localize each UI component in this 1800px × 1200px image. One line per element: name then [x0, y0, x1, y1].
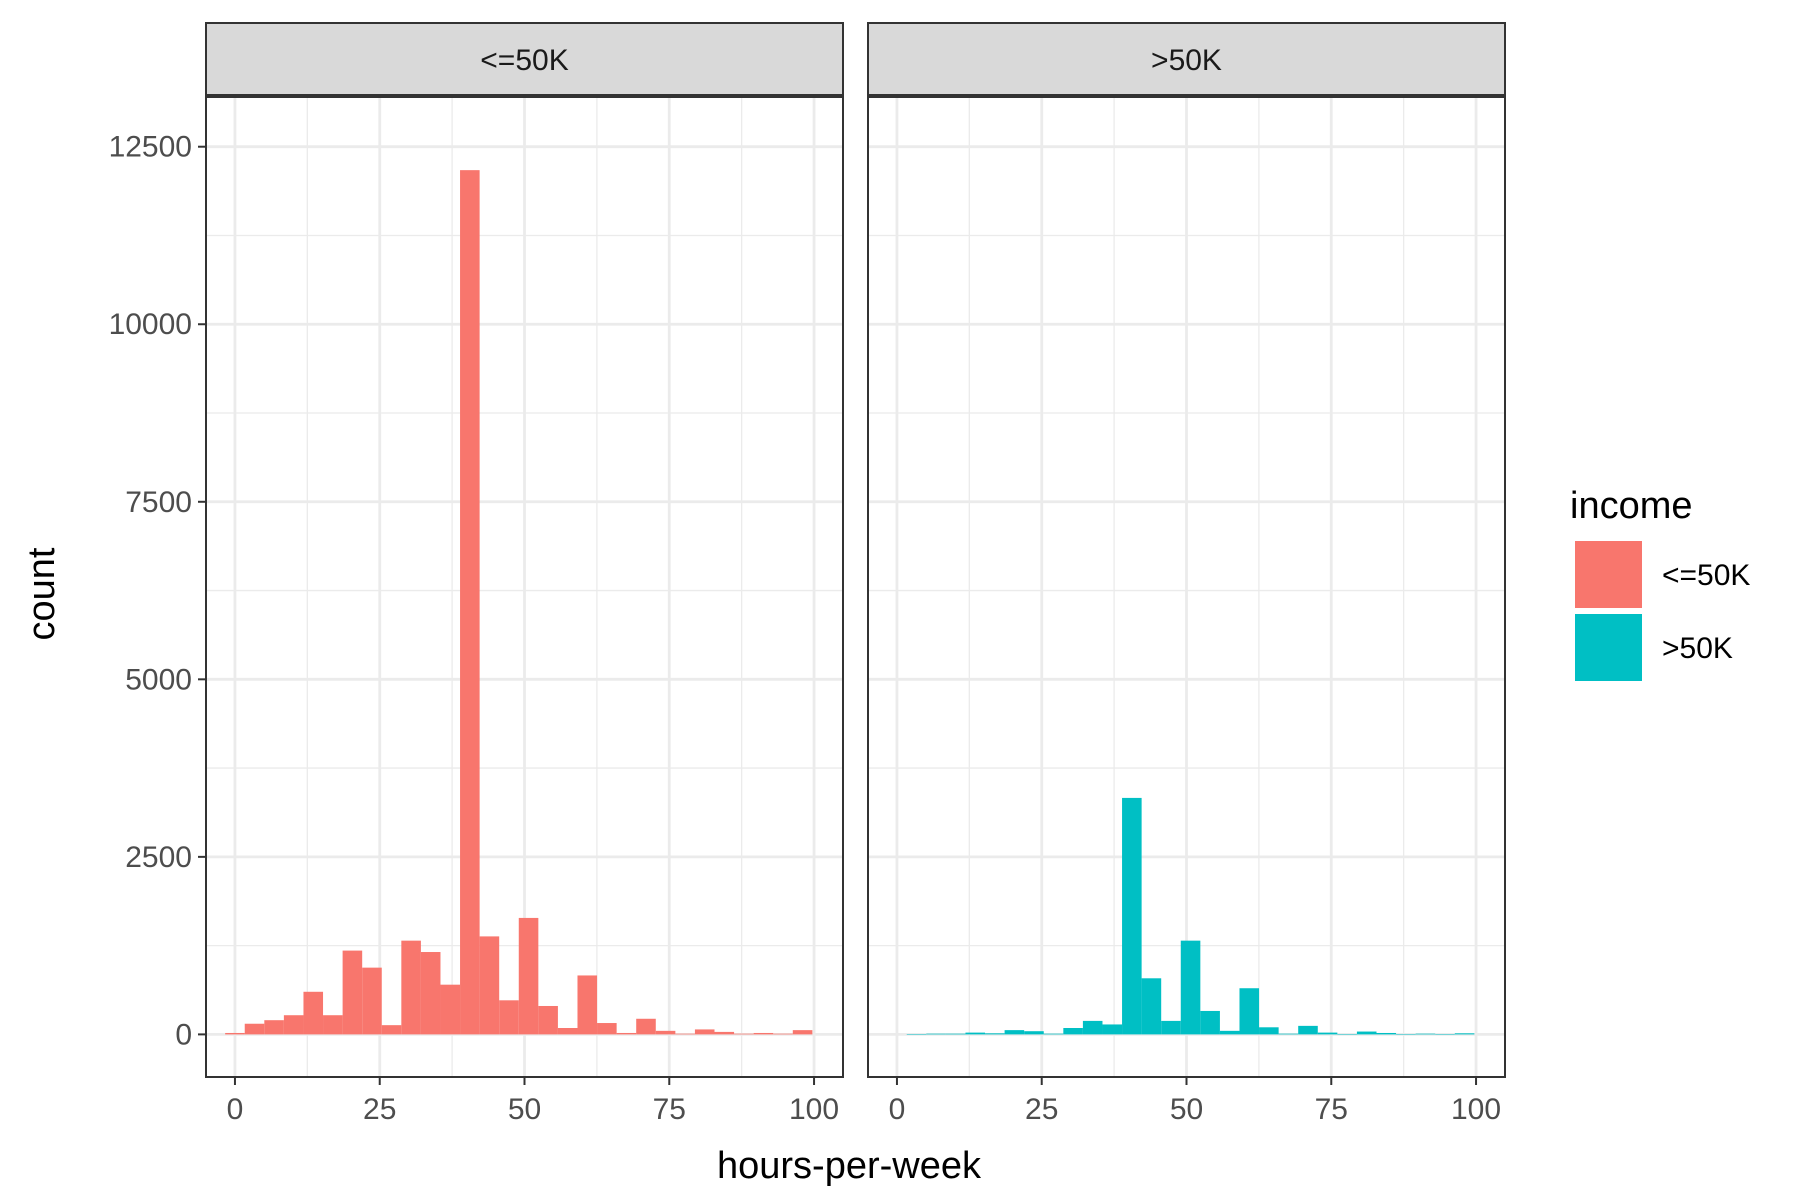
histogram-bar	[1180, 940, 1201, 1035]
histogram-bar	[675, 1033, 695, 1035]
histogram-bar	[323, 1015, 343, 1035]
facet-strip-label: >50K	[1151, 44, 1222, 77]
histogram-bar	[1063, 1028, 1083, 1035]
y-tick-label: 10000	[109, 308, 192, 341]
x-tick-label: 75	[1315, 1093, 1348, 1126]
facet-panels: <=50K 0 25 50 75 100 0 2500 5000 7500 10000 12500 >5…	[109, 22, 1506, 1126]
histogram-bar	[420, 952, 441, 1035]
histogram-bar	[283, 1015, 304, 1035]
x-tick-label: 100	[789, 1093, 839, 1126]
histogram-bar	[538, 1005, 558, 1035]
histogram-bar	[401, 940, 421, 1035]
facet-panel-1: <=50K 0 25 50 75 100 0 2500 5000 7500 10000 12500	[109, 22, 844, 1126]
histogram-bar	[1259, 1027, 1279, 1035]
y-tick-label: 5000	[125, 663, 192, 696]
x-tick-label: 0	[227, 1093, 244, 1126]
legend-swatch-gt50k	[1575, 614, 1642, 681]
histogram-bar	[694, 1029, 715, 1035]
histogram-bar	[1376, 1032, 1397, 1035]
histogram-bar	[1396, 1034, 1416, 1035]
histogram-bar	[965, 1032, 986, 1035]
histogram-bar	[577, 975, 598, 1035]
histogram-bar	[440, 984, 461, 1035]
histogram-bar	[460, 170, 480, 1035]
histogram-bar	[1200, 1010, 1220, 1035]
histogram-bar	[1337, 1034, 1357, 1035]
histogram-bar	[1435, 1034, 1455, 1035]
histogram-bar	[753, 1032, 774, 1035]
legend-label-gt50k: >50K	[1662, 632, 1733, 665]
y-tick-label: 12500	[109, 131, 192, 164]
legend-title: income	[1570, 485, 1693, 527]
histogram-bar	[945, 1033, 966, 1035]
histogram-bar	[342, 950, 363, 1035]
legend: income <=50K >50K	[1570, 485, 1750, 681]
x-tick-label: 0	[889, 1093, 906, 1126]
histogram-bar	[1415, 1033, 1436, 1035]
y-tick-label: 0	[175, 1018, 192, 1051]
histogram-bar	[225, 1032, 245, 1035]
x-tick-label: 100	[1451, 1093, 1501, 1126]
histogram-bar	[244, 1023, 265, 1035]
x-axis-title: hours-per-week	[717, 1145, 982, 1187]
histogram-bar	[1004, 1030, 1025, 1035]
histogram-bar	[1082, 1020, 1103, 1035]
histogram-bar	[557, 1028, 578, 1035]
histogram-bar	[1278, 1033, 1299, 1035]
histogram-bar	[362, 967, 382, 1035]
facet-strip	[205, 22, 844, 96]
histogram-bar	[985, 1033, 1005, 1035]
x-tick-label: 50	[1170, 1093, 1203, 1126]
legend-swatch-le50k	[1575, 541, 1642, 608]
histogram-bar	[1219, 1030, 1240, 1035]
histogram-bar	[734, 1033, 754, 1035]
histogram-bar	[1161, 1020, 1181, 1035]
histogram-bar	[264, 1020, 284, 1035]
histogram-bar	[616, 1032, 637, 1035]
histogram-bar	[597, 1023, 617, 1035]
facet-strip-label: <=50K	[480, 44, 568, 77]
x-tick-label: 25	[363, 1093, 396, 1126]
histogram-bar	[1102, 1024, 1123, 1035]
histogram-bar	[773, 1033, 793, 1035]
histogram-bar	[714, 1031, 735, 1035]
histogram-bar	[1298, 1025, 1318, 1035]
histogram-bar	[655, 1030, 676, 1035]
histogram-bar	[1239, 988, 1260, 1035]
histogram-bar	[1141, 978, 1162, 1035]
histogram-bar	[1043, 1033, 1064, 1035]
histogram-bar	[636, 1018, 656, 1035]
x-tick-label: 50	[508, 1093, 541, 1126]
histogram-bar	[1122, 797, 1142, 1035]
y-axis-title: count	[21, 547, 63, 640]
histogram-bar	[303, 991, 324, 1035]
histogram-bar	[518, 917, 539, 1035]
y-tick-label: 2500	[125, 841, 192, 874]
x-tick-label: 25	[1025, 1093, 1058, 1126]
histogram-bar	[792, 1030, 813, 1035]
histogram-bar	[926, 1033, 946, 1035]
facet-panel-2: >50K 0 25 50 75 100	[867, 22, 1506, 1126]
histogram-bar	[1356, 1031, 1377, 1035]
histogram-bar	[1454, 1033, 1475, 1035]
facet-strip	[867, 22, 1506, 96]
histogram-bar	[381, 1025, 402, 1035]
x-tick-label: 75	[653, 1093, 686, 1126]
histogram-bar	[479, 936, 500, 1035]
legend-label-le50k: <=50K	[1662, 559, 1750, 592]
histogram-bar	[499, 1000, 519, 1035]
histogram-bar	[1024, 1031, 1044, 1035]
histogram-bar	[906, 1034, 927, 1035]
y-tick-label: 7500	[125, 486, 192, 519]
histogram-bar	[1317, 1032, 1338, 1035]
